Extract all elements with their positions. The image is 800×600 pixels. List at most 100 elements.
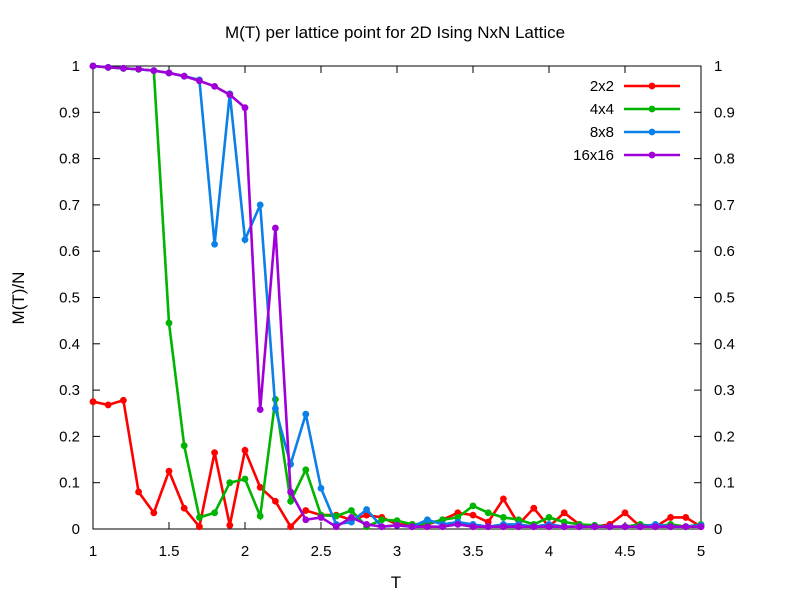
y2-tick-label: 0.5 xyxy=(714,290,735,307)
data-point xyxy=(500,495,507,503)
y2-tick-label: 0.2 xyxy=(714,428,735,445)
data-point xyxy=(165,69,173,77)
y-tick-label: 1 xyxy=(72,58,80,75)
data-point xyxy=(150,509,158,517)
data-point xyxy=(241,446,249,454)
data-point xyxy=(211,509,219,517)
data-point xyxy=(165,319,173,327)
data-point xyxy=(682,514,690,521)
legend-swatch-point xyxy=(648,105,656,113)
data-point xyxy=(378,523,386,531)
data-point xyxy=(165,467,173,475)
data-point xyxy=(211,240,219,248)
y2-tick-label: 0.3 xyxy=(714,382,735,399)
y2-axis-ticks: 0 0.1 0.2 0.3 0.4 0.5 0.6 0.7 0.8 0.9 1 xyxy=(694,58,735,538)
x-tick-label: 1.5 xyxy=(159,543,180,560)
y2-tick-label: 0.6 xyxy=(714,243,735,260)
x-tick-label: 4.5 xyxy=(615,543,636,560)
data-point xyxy=(272,224,279,232)
data-point xyxy=(545,523,553,531)
y-axis-label: M(T)/N xyxy=(9,272,28,325)
y-tick-label: 0.8 xyxy=(59,151,80,168)
y2-tick-label: 0.7 xyxy=(714,197,735,214)
data-point xyxy=(667,523,674,531)
data-point xyxy=(120,64,127,72)
chart-title: M(T) per lattice point for 2D Ising NxN … xyxy=(225,23,565,42)
data-point xyxy=(317,484,325,492)
data-point xyxy=(180,504,188,512)
data-point xyxy=(439,523,446,531)
data-point xyxy=(196,514,203,521)
data-point xyxy=(363,506,370,513)
data-point xyxy=(682,523,690,531)
data-point xyxy=(560,523,568,531)
x-axis-ticks: 1 1.5 2 2.5 3 3.5 4 4.5 5 xyxy=(89,66,705,560)
data-point xyxy=(621,523,629,531)
data-point xyxy=(378,516,386,524)
data-point xyxy=(256,406,264,413)
y-tick-label: 0 xyxy=(72,521,80,538)
legend-swatch-point xyxy=(648,151,656,159)
data-point xyxy=(424,516,431,524)
data-point xyxy=(636,523,644,531)
data-point xyxy=(469,523,477,531)
data-point xyxy=(302,507,310,514)
x-tick-label: 2 xyxy=(241,543,249,560)
data-point xyxy=(241,236,249,244)
data-point xyxy=(89,398,97,406)
data-point xyxy=(211,82,219,90)
legend-label: 2x2 xyxy=(590,78,614,95)
data-point xyxy=(226,521,234,529)
data-point xyxy=(272,497,279,505)
data-point xyxy=(180,442,188,450)
x-tick-label: 1 xyxy=(89,543,97,560)
series-layer xyxy=(89,62,705,531)
data-point xyxy=(500,523,507,531)
data-point xyxy=(591,523,598,531)
y-tick-label: 0.2 xyxy=(59,428,80,445)
x-tick-label: 4 xyxy=(545,543,553,560)
data-point xyxy=(515,523,522,531)
data-point xyxy=(621,509,629,517)
data-point xyxy=(332,523,340,531)
data-point xyxy=(287,497,294,505)
data-point xyxy=(256,512,264,520)
x-tick-label: 3.5 xyxy=(463,543,484,560)
y-axis-ticks: 0 0.1 0.2 0.3 0.4 0.5 0.6 0.7 0.8 0.9 1 xyxy=(59,58,100,538)
data-point xyxy=(424,523,431,531)
data-point xyxy=(120,396,127,404)
data-point xyxy=(135,488,143,496)
data-point xyxy=(211,449,219,457)
y2-tick-label: 0.1 xyxy=(714,475,735,492)
legend-label: 4x4 xyxy=(590,101,614,118)
data-point xyxy=(530,504,538,512)
legend-item: 8x8 xyxy=(590,124,680,141)
data-point xyxy=(500,514,507,521)
data-point xyxy=(560,509,568,517)
y2-tick-label: 1 xyxy=(714,58,722,75)
data-point xyxy=(256,201,264,209)
data-point xyxy=(348,507,355,514)
data-point xyxy=(196,77,203,85)
data-point xyxy=(241,104,249,112)
y2-tick-label: 0.8 xyxy=(714,151,735,168)
data-point xyxy=(697,523,705,531)
legend-swatch-point xyxy=(648,128,656,136)
data-point xyxy=(104,401,112,409)
data-point xyxy=(302,466,310,474)
data-point xyxy=(667,514,674,521)
data-point xyxy=(287,523,294,531)
data-point xyxy=(469,511,477,519)
data-point xyxy=(393,521,401,529)
data-point xyxy=(652,523,659,531)
data-point xyxy=(469,502,477,510)
data-point xyxy=(363,520,370,528)
y-tick-label: 0.4 xyxy=(59,336,80,353)
data-point xyxy=(226,91,234,99)
y2-tick-label: 0.4 xyxy=(714,336,735,353)
x-axis-label: T xyxy=(391,573,401,592)
series-16x16 xyxy=(89,62,705,531)
data-point xyxy=(576,523,583,531)
data-point xyxy=(348,514,355,521)
